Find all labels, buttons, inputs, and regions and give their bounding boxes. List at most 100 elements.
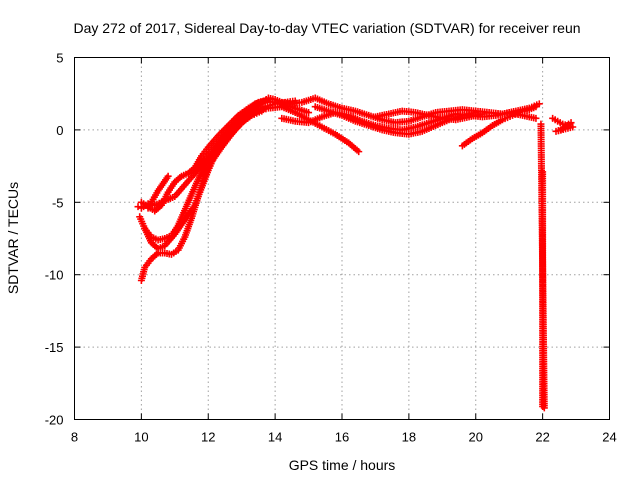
trail-point [203,145,211,153]
trail-point [180,217,188,225]
trail-point [187,216,195,224]
trail-point [256,100,264,108]
x-axis: 8 10 12 14 16 18 20 22 24 [71,57,617,445]
x-tick-label: 22 [535,430,549,445]
series-track-f [144,172,172,212]
trail-point [183,200,191,208]
trail-point [163,190,171,198]
trail-point [262,95,270,103]
trail-point [363,121,371,129]
y-tick-label: -5 [52,195,64,210]
trail-point [429,123,437,131]
y-tick-label: 5 [56,51,63,66]
trail-point [316,114,324,122]
series-track-k [371,107,486,124]
trail-point [165,250,173,258]
trail-point [197,186,205,194]
trail-point [329,129,337,137]
grid [74,57,610,420]
trail-point [182,170,190,178]
trail-point [466,136,474,144]
y-tick-label: -10 [45,268,64,283]
trail-point [423,119,431,127]
y-tick-label: -20 [45,413,64,428]
trail-point [172,248,180,256]
trail-point [189,171,197,179]
trail-point [159,243,167,251]
x-tick-label: 14 [268,430,282,445]
trail-point [343,138,351,146]
trail-point [239,117,247,125]
x-tick-label: 8 [71,430,78,445]
data-points [134,94,577,412]
trail-point [176,174,184,182]
trail-point [349,116,357,124]
trail-point [159,235,167,243]
trail-point [163,174,171,182]
trail-point [190,203,198,211]
trail-point [336,111,344,119]
x-tick-label: 10 [134,430,148,445]
x-tick-label: 18 [402,430,416,445]
trail-point [153,189,161,197]
trail-point [316,122,324,130]
trail-point [476,110,484,118]
trail-point [416,128,424,136]
trail-point [336,103,344,111]
trail-point [486,123,494,131]
trail-point [551,116,559,124]
trail-point [152,250,160,258]
trail-point [423,111,431,119]
trail-point [516,108,524,116]
trail-point [322,99,330,107]
trail-point [220,139,228,147]
trail-point [523,106,531,114]
y-axis: -20 -15 -10 -5 0 5 [45,51,610,428]
trail-point [376,125,384,133]
y-axis-title: SDTVAR / TECUs [5,182,21,294]
series-track-j [458,103,540,150]
trail-point [259,104,267,112]
trail-point [146,257,154,265]
trail-point [560,123,568,131]
trail-point [353,146,361,154]
y-tick-label: -15 [45,340,64,355]
x-tick-label: 24 [602,430,616,445]
trail-point [193,177,201,185]
trail-point [322,106,330,114]
trail-point [269,95,277,103]
chart-title: Day 272 of 2017, Sidereal Day-to-day VTE… [73,20,580,36]
trail-point [363,111,371,119]
trail-point [463,113,471,121]
trail-point [180,235,188,243]
trail-point [223,123,231,131]
trail-point [203,169,211,177]
trail-point [158,181,166,189]
trail-point [506,113,514,121]
trail-point [213,134,221,142]
trail-point [383,110,391,118]
trail-point [349,107,357,115]
trail-point [146,237,154,245]
trail-point [530,114,538,122]
x-tick-label: 16 [335,430,349,445]
trail-point [302,108,310,116]
trail-point [537,122,545,130]
trail-point [246,107,254,115]
trail-point [556,119,564,127]
trail-point [169,232,177,240]
trail-point [140,266,148,274]
trail-point [289,108,297,116]
series-track-l [549,114,577,135]
trail-point [476,130,484,138]
trail-point [229,128,237,136]
x-tick-label: 12 [201,430,215,445]
trail-point [169,193,177,201]
trail-point [148,198,156,206]
trail-point [555,127,563,135]
x-axis-title: GPS time / hours [289,457,396,473]
series-track-d [141,97,299,253]
trail-point [156,203,164,211]
trail-point [196,154,204,162]
